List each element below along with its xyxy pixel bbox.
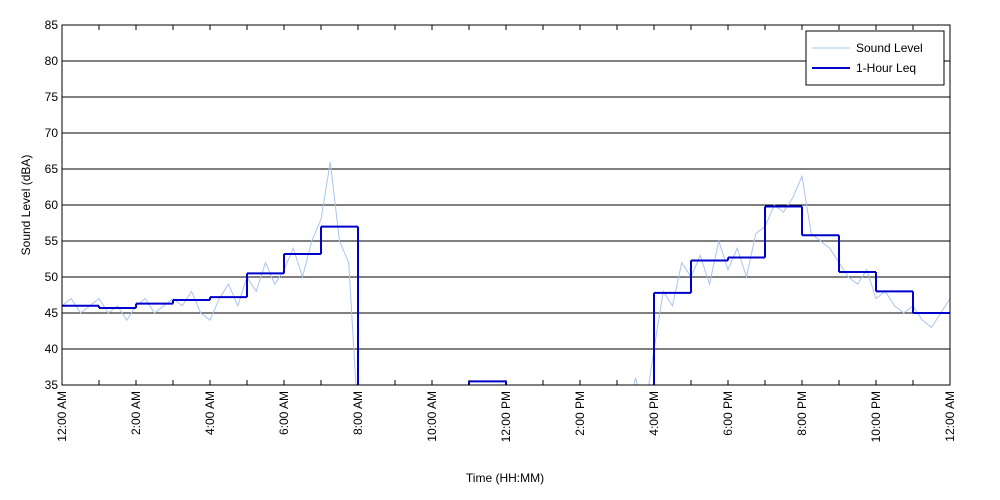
y-axis-label: Sound Level (dBA) [19,155,33,256]
x-tick-label: 4:00 PM [647,391,661,436]
y-tick-label: 35 [45,378,59,392]
x-tick-label: 8:00 AM [351,391,365,435]
x-tick-label: 8:00 PM [795,391,809,436]
x-tick-label: 6:00 AM [277,391,291,435]
x-tick-label: 10:00 AM [425,391,439,442]
y-tick-label: 75 [45,90,59,104]
y-tick-label: 45 [45,306,59,320]
x-tick-label: 12:00 AM [943,391,957,442]
x-axis-label: Time (HH:MM) [466,471,544,485]
x-tick-label: 4:00 AM [203,391,217,435]
legend-label: Sound Level [856,41,923,55]
y-tick-label: 85 [45,18,59,32]
y-tick-label: 40 [45,342,59,356]
x-tick-label: 6:00 PM [721,391,735,436]
x-tick-label: 2:00 PM [573,391,587,436]
plot-layer [62,161,950,385]
plot-frame [61,24,951,386]
x-tick-label: 12:00 PM [499,391,513,442]
sound-level-line [62,161,950,385]
legend-label: 1-Hour Leq [856,61,916,75]
y-tick-label: 65 [45,162,59,176]
y-tick-label: 50 [45,270,59,284]
y-tick-label: 55 [45,234,59,248]
x-tick-label: 10:00 PM [869,391,883,442]
leq-step-riser [98,206,914,385]
legend-box [805,30,945,86]
y-tick-label: 60 [45,198,59,212]
y-tick-label: 70 [45,126,59,140]
y-tick-label: 80 [45,54,59,68]
x-tick-label: 12:00 AM [55,391,69,442]
x-tick-label: 2:00 AM [129,391,143,435]
